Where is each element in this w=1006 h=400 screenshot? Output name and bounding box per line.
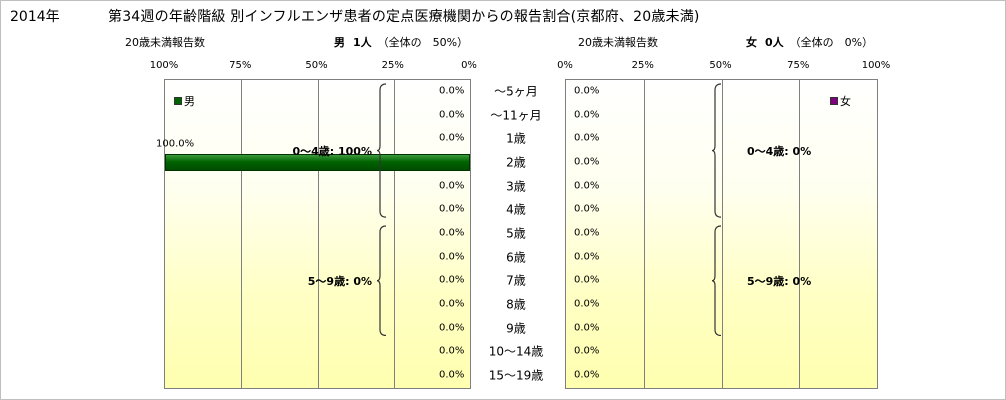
age-category-label: 15～19歳 bbox=[488, 368, 544, 383]
female-plot-area bbox=[565, 79, 878, 389]
chart-title: 第34週の年齢階級 別インフルエンザ患者の定点医療機関からの報告割合(京都府、2… bbox=[108, 9, 700, 25]
female-legend: 女 bbox=[830, 93, 851, 109]
female-value-label: 0.0% bbox=[574, 369, 600, 381]
age-category-label: 6歳 bbox=[506, 250, 526, 265]
age-category-label: 3歳 bbox=[506, 179, 526, 194]
male-x-tick-label: 25% bbox=[381, 60, 404, 71]
male-value-label: 0.0% bbox=[439, 369, 465, 381]
female-legend-label: 女 bbox=[840, 95, 851, 108]
male-x-tick-label: 75% bbox=[229, 60, 252, 71]
female-group-brace bbox=[711, 83, 722, 218]
female-value-label: 0.0% bbox=[574, 203, 600, 215]
male-value-label: 0.0% bbox=[439, 298, 465, 310]
male-legend: 男 bbox=[174, 93, 195, 109]
female-x-tick-label: 50% bbox=[709, 60, 732, 71]
male-x-tick-label: 100% bbox=[149, 60, 179, 71]
age-category-label: 10～14歳 bbox=[488, 344, 544, 359]
female-group-label: 0～4歳: 0% bbox=[747, 144, 812, 158]
female-value-label: 0.0% bbox=[574, 109, 600, 121]
male-legend-swatch bbox=[174, 97, 182, 105]
female-gridline bbox=[799, 80, 801, 388]
age-category-label: 2歳 bbox=[506, 155, 526, 170]
male-value-label: 0.0% bbox=[439, 132, 465, 144]
age-category-label: 8歳 bbox=[506, 297, 526, 312]
female-value-label: 0.0% bbox=[574, 251, 600, 263]
female-value-label: 0.0% bbox=[574, 345, 600, 357]
female-x-tick-label: 75% bbox=[787, 60, 810, 71]
male-bar bbox=[165, 154, 470, 172]
male-group-brace bbox=[376, 225, 387, 337]
female-subtitle: 女 0人 （全体の 0%） bbox=[746, 34, 873, 50]
female-value-label: 0.0% bbox=[574, 298, 600, 310]
female-value-label: 0.0% bbox=[574, 85, 600, 97]
male-gridline bbox=[393, 80, 395, 388]
male-value-label: 0.0% bbox=[439, 203, 465, 215]
male-value-label: 0.0% bbox=[439, 345, 465, 357]
male-value-label: 0.0% bbox=[439, 180, 465, 192]
male-subtitle-label: 男 bbox=[334, 36, 345, 49]
age-category-label: ～11ヶ月 bbox=[490, 108, 542, 123]
female-group-brace bbox=[711, 225, 722, 337]
female-value-label: 0.0% bbox=[574, 156, 600, 168]
age-category-label: 7歳 bbox=[506, 273, 526, 288]
male-plot-area bbox=[164, 79, 471, 389]
male-value-label: 0.0% bbox=[439, 85, 465, 97]
male-subtitle: 男 1人 （全体の 50%） bbox=[334, 34, 468, 50]
male-gridline bbox=[317, 80, 319, 388]
female-subtitle-share: （全体の 0%） bbox=[789, 36, 874, 49]
male-value-label: 100.0% bbox=[156, 138, 195, 150]
male-group-brace bbox=[376, 83, 387, 218]
female-subtitle-count: 0人 bbox=[765, 36, 784, 49]
male-legend-label: 男 bbox=[184, 95, 195, 108]
male-group-label: 0～4歳: 100% bbox=[292, 144, 372, 158]
female-x-tick-label: 100% bbox=[861, 60, 891, 71]
male-group-label: 5～9歳: 0% bbox=[307, 274, 372, 288]
age-category-label: 1歳 bbox=[506, 131, 526, 146]
male-value-label: 0.0% bbox=[439, 322, 465, 334]
age-category-label: ～5ヶ月 bbox=[494, 84, 538, 99]
male-subtitle-share: （全体の 50%） bbox=[377, 36, 469, 49]
female-value-label: 0.0% bbox=[574, 274, 600, 286]
female-gridline bbox=[721, 80, 723, 388]
chart-year: 2014年 bbox=[10, 9, 60, 25]
male-value-label: 0.0% bbox=[439, 274, 465, 286]
female-value-label: 0.0% bbox=[574, 227, 600, 239]
male-value-label: 0.0% bbox=[439, 227, 465, 239]
female-gridline bbox=[643, 80, 645, 388]
male-value-label: 0.0% bbox=[439, 109, 465, 121]
male-x-tick-label: 0% bbox=[461, 60, 477, 71]
male-value-label: 0.0% bbox=[439, 251, 465, 263]
female-x-tick-label: 0% bbox=[557, 60, 573, 71]
female-value-label: 0.0% bbox=[574, 180, 600, 192]
female-value-label: 0.0% bbox=[574, 322, 600, 334]
female-subtitle-left: 20歳未満報告数 bbox=[578, 36, 658, 49]
female-legend-swatch bbox=[830, 97, 838, 105]
female-subtitle-label: 女 bbox=[746, 36, 757, 49]
male-subtitle-left: 20歳未満報告数 bbox=[125, 36, 205, 49]
age-category-label: 4歳 bbox=[506, 202, 526, 217]
female-group-label: 5～9歳: 0% bbox=[747, 274, 812, 288]
age-category-label: 9歳 bbox=[506, 321, 526, 336]
female-value-label: 0.0% bbox=[574, 132, 600, 144]
female-x-tick-label: 25% bbox=[631, 60, 654, 71]
male-x-tick-label: 50% bbox=[305, 60, 328, 71]
age-category-label: 5歳 bbox=[506, 226, 526, 241]
male-gridline bbox=[241, 80, 243, 388]
male-subtitle-count: 1人 bbox=[353, 36, 372, 49]
